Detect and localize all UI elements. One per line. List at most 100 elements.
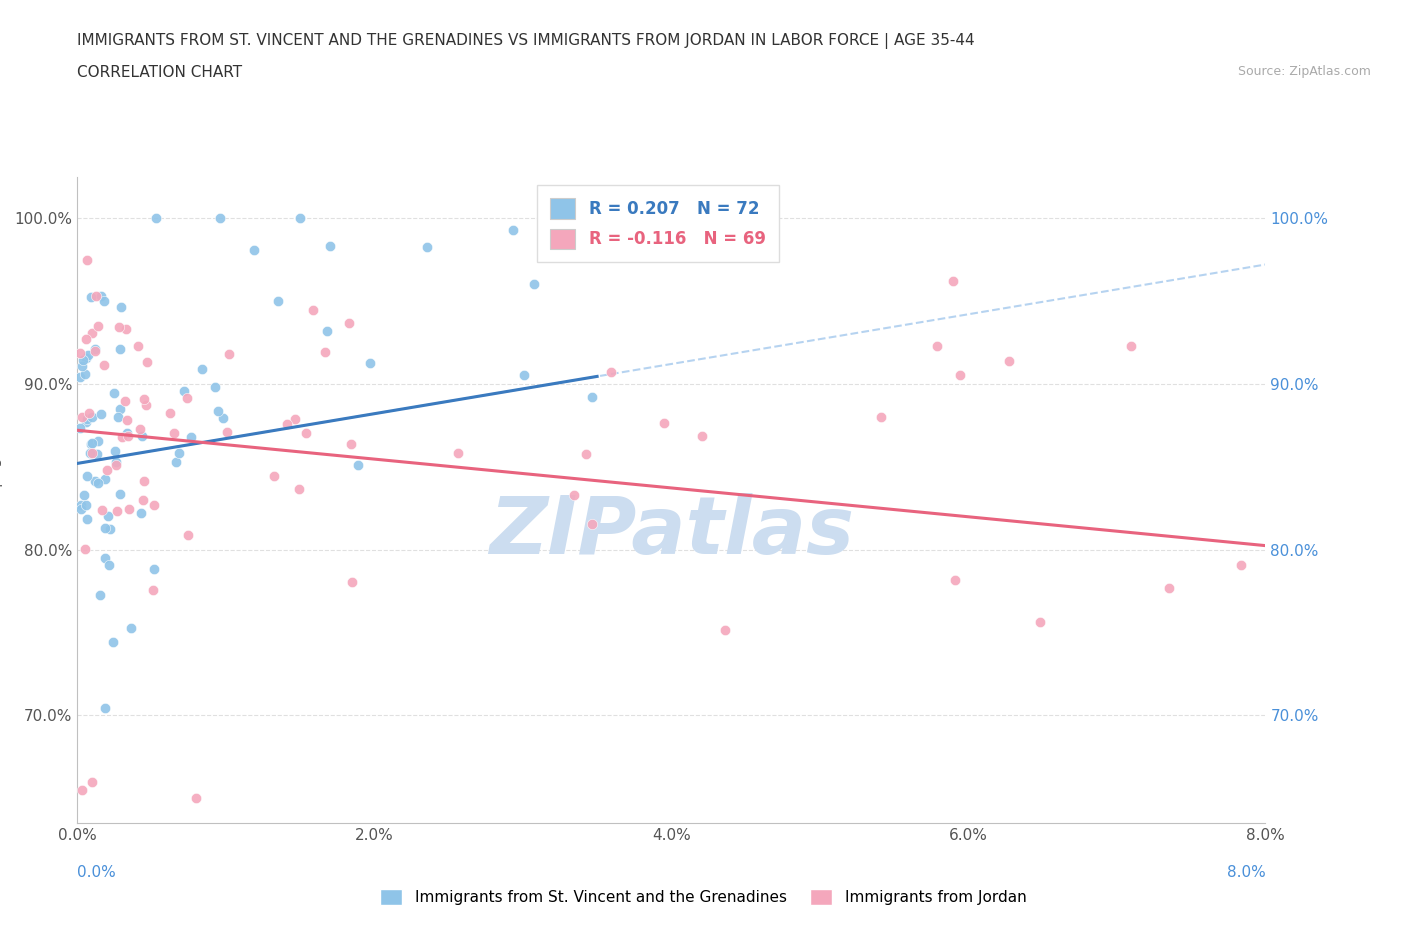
Point [284, 411, 307, 426]
Point [94, 521, 117, 536]
Point [943, 573, 966, 588]
Point [87, 433, 110, 448]
Point [76, 469, 98, 484]
Point [204, 380, 226, 395]
Point [75, 542, 97, 557]
Point [998, 353, 1021, 368]
Point [208, 211, 231, 226]
Point [186, 790, 208, 805]
Point [80, 409, 103, 424]
Point [143, 562, 166, 577]
Point [98, 557, 121, 572]
Point [340, 574, 363, 589]
Point [76, 512, 98, 526]
Point [73, 366, 96, 381]
Point [134, 392, 156, 406]
Point [70, 498, 93, 512]
Point [117, 429, 139, 444]
Point [103, 386, 125, 401]
Point [165, 455, 187, 470]
Point [218, 347, 240, 362]
Point [105, 455, 128, 470]
Point [118, 502, 141, 517]
Point [110, 299, 132, 314]
Point [105, 504, 128, 519]
Point [942, 273, 965, 288]
Point [869, 409, 891, 424]
Point [110, 487, 132, 502]
Point [502, 222, 524, 237]
Point [159, 405, 181, 420]
Point [84, 344, 107, 359]
Point [120, 621, 142, 636]
Point [114, 393, 136, 408]
Text: CORRELATION CHART: CORRELATION CHART [77, 65, 242, 80]
Point [276, 417, 298, 432]
Point [108, 342, 131, 357]
Point [69, 346, 91, 361]
Point [104, 444, 127, 458]
Point [132, 474, 155, 489]
Point [288, 211, 311, 226]
Point [93, 358, 115, 373]
Point [925, 339, 948, 353]
Point [77, 347, 100, 362]
Point [163, 425, 186, 440]
Point [93, 472, 115, 486]
Point [79, 445, 101, 460]
Point [80, 290, 103, 305]
Point [337, 316, 360, 331]
Point [131, 429, 153, 444]
Point [562, 487, 585, 502]
Point [69, 420, 91, 435]
Point [294, 426, 316, 441]
Point [94, 700, 117, 715]
Point [89, 588, 111, 603]
Point [75, 498, 97, 512]
Point [90, 406, 112, 421]
Point [90, 288, 112, 303]
Point [652, 415, 675, 430]
Point [73, 487, 96, 502]
Point [108, 319, 131, 334]
Text: ZIPatlas: ZIPatlas [489, 493, 853, 571]
Point [111, 430, 134, 445]
Point [267, 294, 290, 309]
Point [263, 468, 285, 483]
Point [75, 351, 97, 365]
Point [101, 635, 124, 650]
Point [142, 582, 165, 597]
Legend: Immigrants from St. Vincent and the Grenadines, Immigrants from Jordan: Immigrants from St. Vincent and the Gren… [374, 883, 1032, 911]
Point [581, 390, 603, 405]
Point [288, 482, 311, 497]
Point [713, 623, 735, 638]
Point [142, 498, 165, 512]
Text: 0.0%: 0.0% [77, 865, 117, 880]
Point [82, 774, 104, 789]
Legend: R = 0.207   N = 72, R = -0.116   N = 69: R = 0.207 N = 72, R = -0.116 N = 69 [537, 185, 779, 262]
Point [319, 239, 342, 254]
Point [359, 356, 381, 371]
Point [581, 516, 603, 531]
Point [69, 369, 91, 384]
Point [180, 430, 202, 445]
Point [599, 365, 621, 379]
Point [72, 352, 94, 367]
Point [86, 288, 108, 303]
Point [949, 367, 972, 382]
Point [70, 358, 93, 373]
Point [105, 458, 128, 472]
Point [97, 509, 120, 524]
Point [115, 413, 138, 428]
Point [131, 493, 153, 508]
Point [91, 503, 114, 518]
Point [176, 391, 198, 405]
Point [75, 415, 97, 430]
Point [1119, 339, 1142, 353]
Point [173, 384, 195, 399]
Point [70, 782, 93, 797]
Point [167, 445, 190, 460]
Point [86, 318, 108, 333]
Point [347, 458, 370, 472]
Point [136, 354, 159, 369]
